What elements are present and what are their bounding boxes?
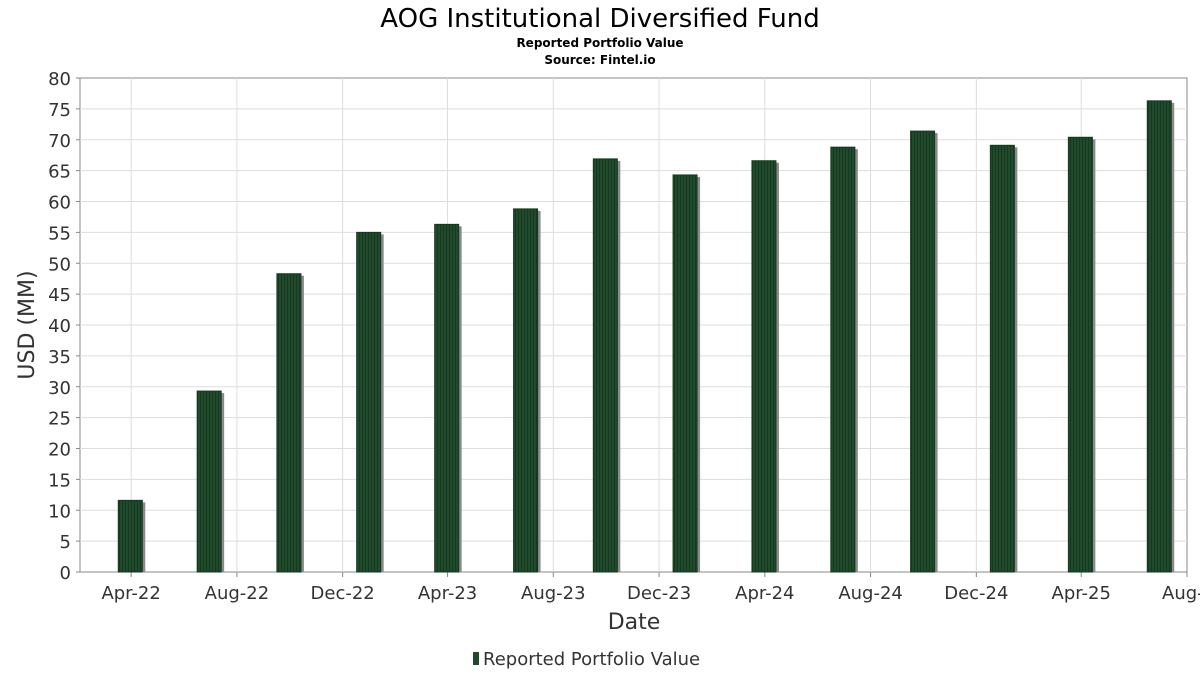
y-tick-label: 70 bbox=[48, 131, 71, 152]
y-tick-label: 20 bbox=[48, 440, 71, 461]
x-tick-label: Apr-23 bbox=[418, 583, 477, 604]
y-tick-label: 45 bbox=[48, 285, 71, 306]
x-tick-label: Apr-22 bbox=[101, 583, 160, 604]
x-tick-label: Apr-25 bbox=[1052, 583, 1111, 604]
y-tick-label: 25 bbox=[48, 409, 71, 430]
y-tick-label: 10 bbox=[48, 501, 71, 522]
x-tick-label: Dec-22 bbox=[311, 583, 375, 604]
bar-group bbox=[513, 208, 541, 573]
bar-group bbox=[751, 160, 779, 573]
y-tick-label: 65 bbox=[48, 162, 71, 183]
bar-group bbox=[910, 130, 938, 573]
y-tick-label: 80 bbox=[48, 69, 71, 90]
bar bbox=[592, 158, 618, 573]
bar-group bbox=[276, 273, 304, 573]
bar-group bbox=[830, 146, 858, 573]
y-tick-label: 35 bbox=[48, 347, 71, 368]
bar-group bbox=[1067, 136, 1096, 573]
y-tick-label: 50 bbox=[48, 254, 71, 275]
bar bbox=[1146, 100, 1172, 573]
bar bbox=[513, 208, 539, 573]
bar bbox=[830, 146, 856, 573]
bar-group bbox=[1146, 100, 1175, 573]
bar bbox=[672, 174, 698, 573]
chart-subtitle-line-1: Reported Portfolio Value bbox=[516, 36, 683, 50]
y-tick-label: 30 bbox=[48, 378, 71, 399]
chart-subtitle-line-2: Source: Fintel.io bbox=[544, 53, 655, 67]
bar-group bbox=[196, 390, 225, 573]
legend-swatch bbox=[473, 652, 479, 665]
bar bbox=[910, 130, 936, 573]
bar-group bbox=[117, 499, 146, 573]
y-tick-label: 40 bbox=[48, 316, 71, 337]
y-axis-ticks: 0 5 10 15 20 25 30 35 40 45 50 55 60 65 70 75 80 bbox=[48, 69, 80, 584]
bar-series bbox=[117, 100, 1175, 573]
y-tick-label: 5 bbox=[60, 532, 71, 553]
bar-group bbox=[672, 174, 701, 573]
bar bbox=[276, 273, 302, 573]
bar bbox=[1067, 136, 1093, 573]
y-tick-label: 0 bbox=[60, 563, 71, 584]
x-tick-label: Aug-24 bbox=[838, 583, 903, 604]
x-tick-label: Aug-22 bbox=[205, 583, 270, 604]
bar-group bbox=[989, 144, 1018, 573]
x-tick-label: Dec-23 bbox=[627, 583, 691, 604]
legend-label: Reported Portfolio Value bbox=[483, 649, 700, 670]
bar bbox=[196, 390, 222, 573]
chart-title: AOG Institutional Diversified Fund bbox=[380, 4, 819, 34]
bar-group bbox=[434, 223, 462, 573]
x-tick-label: Apr-24 bbox=[735, 583, 794, 604]
x-tick-label: Aug-23 bbox=[521, 583, 586, 604]
bar bbox=[989, 144, 1015, 573]
y-axis-label: USD (MM) bbox=[15, 270, 40, 379]
x-tick-label: Aug-2 bbox=[1162, 583, 1200, 604]
bar bbox=[117, 499, 143, 573]
bar bbox=[434, 223, 460, 573]
y-tick-label: 60 bbox=[48, 193, 71, 214]
bar bbox=[356, 231, 382, 573]
y-tick-label: 15 bbox=[48, 470, 71, 491]
y-tick-label: 75 bbox=[48, 100, 71, 121]
y-tick-label: 55 bbox=[48, 223, 71, 244]
x-axis-ticks: Apr-22 Aug-22 Dec-22 Apr-23 Aug-23 Dec-23 Apr-… bbox=[101, 572, 1200, 604]
legend: Reported Portfolio Value bbox=[473, 649, 700, 670]
bar-group bbox=[592, 158, 621, 573]
bar-group bbox=[356, 231, 384, 573]
x-tick-label: Dec-24 bbox=[944, 583, 1008, 604]
bar bbox=[751, 160, 777, 573]
x-axis-label: Date bbox=[608, 610, 661, 635]
